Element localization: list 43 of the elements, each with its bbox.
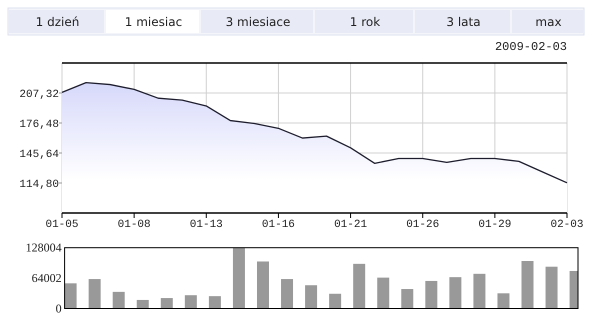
- bar: [425, 280, 438, 308]
- y-tick-label: 145,64: [19, 149, 60, 161]
- bar: [305, 285, 318, 308]
- bar: [136, 300, 149, 308]
- x-tick-label: 01-08: [118, 219, 151, 231]
- y-tick-label: 64002: [32, 271, 62, 286]
- bar: [329, 294, 342, 308]
- text: max: [535, 15, 562, 29]
- text: 3 miesiace: [226, 15, 290, 29]
- text: 1 rok: [350, 15, 380, 29]
- y-tick-label: 114,80: [19, 179, 59, 191]
- text: 1 miesiac: [124, 15, 182, 29]
- bar: [232, 248, 245, 308]
- text: 3 lata: [446, 15, 481, 29]
- bar: [546, 266, 558, 308]
- bar: [497, 293, 510, 308]
- bar: [64, 283, 77, 308]
- x-tick-label: 01-26: [406, 219, 440, 231]
- chart-title: 2009-02-03: [494, 40, 567, 54]
- x-tick-label: 01-13: [190, 219, 223, 231]
- y-tick-label: 128004: [26, 240, 62, 255]
- bar: [401, 289, 414, 308]
- x-tick-label: 01-29: [478, 219, 512, 231]
- bar: [377, 278, 390, 308]
- x-tick-label: 01-16: [262, 219, 295, 231]
- x-tick-label: 02-03: [550, 219, 584, 231]
- y-tick-label: 0: [56, 302, 62, 316]
- bar: [281, 279, 294, 308]
- y-tick-label: 176,48: [19, 119, 59, 131]
- bar: [473, 274, 486, 308]
- x-tick-label: 01-21: [334, 219, 368, 231]
- bar: [353, 264, 366, 308]
- bar: [88, 279, 101, 308]
- x-tick-label: 01-05: [45, 219, 79, 231]
- bar: [208, 296, 221, 308]
- bar: [449, 277, 462, 308]
- bar: [160, 298, 173, 308]
- bar: [522, 261, 534, 308]
- bar: [256, 261, 269, 308]
- bar: [184, 295, 197, 308]
- y-tick-label: 207,32: [19, 89, 59, 101]
- bar: [112, 292, 125, 308]
- text: 1 dzień: [36, 15, 80, 29]
